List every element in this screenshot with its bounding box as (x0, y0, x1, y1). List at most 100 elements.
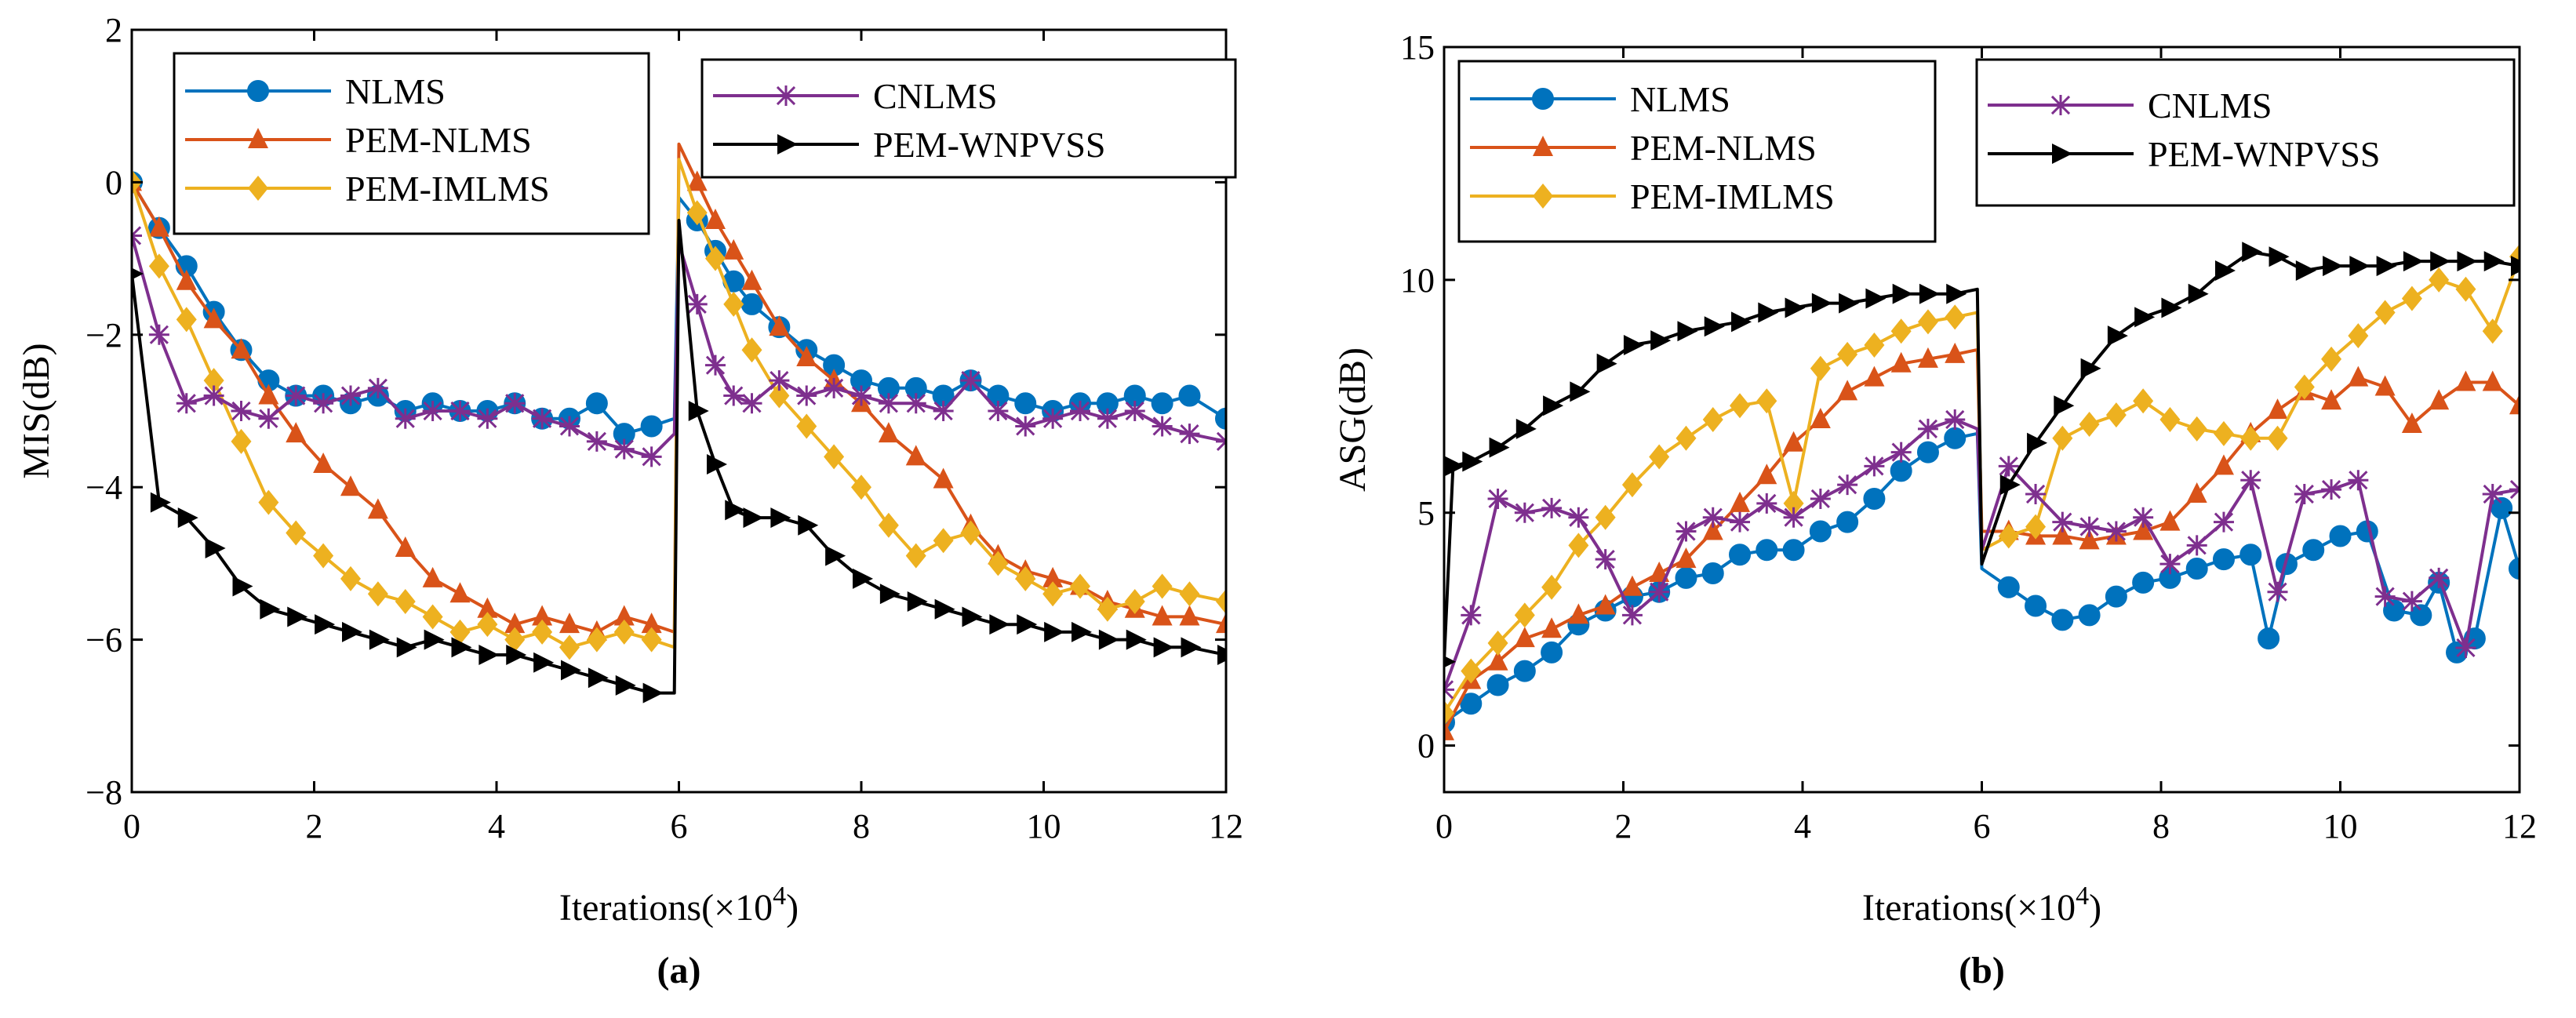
data-point-pem-imlms (1124, 589, 1145, 614)
plot-area (132, 142, 1226, 704)
data-point-cnlms (1541, 497, 1563, 518)
data-point-pem-imlms (477, 612, 498, 638)
x-tick-label: 8 (853, 807, 870, 845)
data-point-pem-nlms (741, 269, 762, 290)
x-tick-label: 2 (306, 807, 323, 845)
data-point-pem-nlms (686, 170, 708, 191)
data-point-pem-wnpvss (688, 401, 709, 421)
data-point-pem-wnpvss (642, 682, 664, 704)
data-point-pem-imlms (2052, 425, 2073, 451)
data-point-pem-wnpvss (315, 614, 336, 635)
legend: NLMS PEM-NLMS PEM-IMLMS (1457, 60, 1937, 243)
data-point-pem-imlms (449, 619, 471, 645)
data-point-pem-imlms (1810, 355, 1831, 381)
data-point-cnlms (586, 431, 607, 452)
data-point-cnlms (2348, 470, 2369, 491)
data-point-pem-wnpvss (1731, 311, 1752, 333)
data-point-pem-wnpvss (825, 545, 846, 566)
data-point-cnlms (231, 401, 252, 421)
data-point-cnlms (796, 385, 817, 406)
data-point-pem-nlms (367, 498, 388, 519)
data-point-cnlms (258, 408, 279, 429)
data-point-pem-nlms (504, 613, 526, 634)
y-axis-label: MIS(dB) (16, 343, 57, 478)
data-point-pem-wnpvss (798, 514, 819, 536)
data-point-cnlms (613, 438, 635, 460)
data-point-pem-nlms (203, 307, 224, 329)
data-point-nlms (2051, 609, 2074, 631)
data-point-pem-wnpvss (1072, 621, 1092, 642)
panel-label: (b) (1959, 950, 2005, 991)
data-point-pem-wnpvss (150, 492, 171, 513)
data-point-pem-wnpvss (2376, 256, 2397, 277)
data-point-pem-imlms (532, 619, 553, 645)
data-point-cnlms (933, 401, 954, 421)
data-point-cnlms (2025, 484, 2047, 504)
data-point-pem-nlms (449, 582, 471, 603)
data-point-cnlms (367, 377, 388, 398)
data-point-pem-nlms (1675, 547, 1697, 569)
data-point-cnlms (2133, 507, 2154, 528)
data-point-nlms (1014, 392, 1037, 415)
data-point-pem-imlms (1783, 490, 1804, 516)
data-point-pem-wnpvss (1098, 629, 1119, 650)
data-point-pem-nlms (2079, 529, 2100, 550)
data-point-pem-nlms (1890, 351, 1912, 373)
data-point-cnlms (449, 401, 471, 421)
legend-marker-pem-imlms (1533, 184, 1553, 209)
data-point-pem-nlms (2213, 454, 2234, 475)
y-tick-label: 0 (105, 163, 122, 202)
data-point-pem-nlms (878, 422, 899, 443)
data-point-pem-wnpvss (1153, 637, 1174, 658)
x-tick-label: 12 (1209, 807, 1243, 845)
data-point-pem-imlms (340, 565, 361, 591)
data-point-pem-nlms (2401, 412, 2422, 433)
x-axis-label: Iterations(×104) (559, 882, 799, 929)
data-point-nlms (1215, 407, 1226, 430)
data-point-cnlms (2213, 511, 2234, 533)
data-point-nlms (1460, 693, 1483, 715)
data-point-cnlms (1730, 511, 1751, 533)
legend-marker-pem-wnpvss (777, 134, 798, 155)
data-point-pem-wnpvss (2511, 256, 2520, 277)
data-point-pem-imlms (231, 428, 252, 454)
data-point-nlms (1486, 674, 1509, 696)
legend-marker-cnlms (776, 85, 796, 106)
data-point-pem-imlms (1461, 658, 1482, 684)
data-point-pem-nlms (2159, 510, 2181, 531)
data-point-nlms (1729, 544, 1752, 566)
data-point-pem-wnpvss (396, 637, 417, 658)
data-point-pem-imlms (559, 634, 580, 660)
data-point-pem-imlms (2482, 318, 2503, 344)
data-point-pem-nlms (2186, 482, 2207, 503)
data-point-pem-imlms (1042, 581, 1064, 607)
data-point-nlms (2383, 599, 2406, 622)
data-point-cnlms (2052, 511, 2073, 533)
data-point-pem-nlms (532, 605, 553, 626)
y-tick-label: −8 (86, 773, 122, 812)
data-point-pem-imlms (686, 200, 708, 226)
data-point-cnlms (203, 385, 224, 406)
data-point-nlms (2105, 585, 2127, 608)
data-point-nlms (740, 293, 763, 315)
x-tick-label: 0 (123, 807, 140, 845)
data-point-pem-imlms (2348, 323, 2369, 349)
data-point-pem-imlms (258, 489, 279, 515)
data-point-cnlms (504, 393, 526, 414)
data-point-pem-wnpvss (907, 591, 928, 612)
data-point-pem-nlms (1783, 431, 1804, 452)
data-point-pem-wnpvss (1489, 437, 1510, 458)
data-point-nlms (2258, 627, 2280, 650)
data-point-pem-imlms (769, 383, 790, 409)
x-tick-label: 6 (671, 807, 688, 845)
data-point-cnlms (1487, 488, 1508, 509)
data-point-cnlms (1514, 502, 1535, 523)
data-point-pem-wnpvss (879, 584, 901, 605)
data-point-nlms (2410, 604, 2432, 627)
data-point-pem-imlms (2429, 267, 2450, 293)
x-tick-label: 0 (1435, 807, 1453, 845)
data-point-pem-wnpvss (1758, 302, 1779, 323)
data-point-cnlms (2240, 470, 2261, 491)
data-point-nlms (2132, 571, 2155, 594)
data-point-pem-imlms (1541, 574, 1563, 600)
